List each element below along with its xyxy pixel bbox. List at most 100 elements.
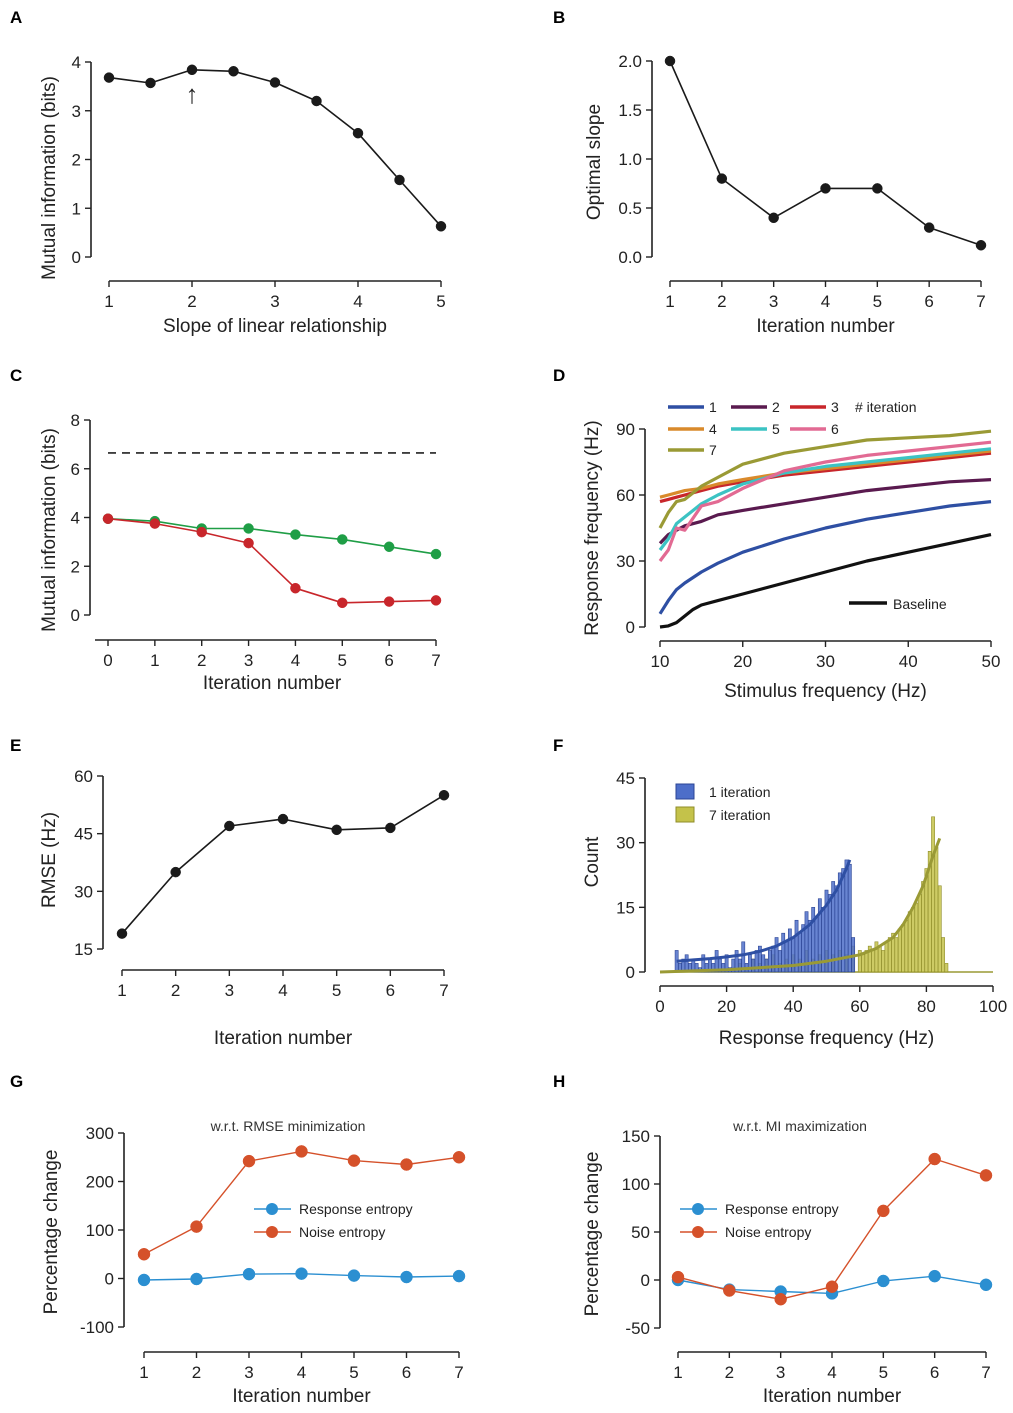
panel-c: 0 1 2 3 4 5 6 7 0 2 4 6 8 Iteration number Mutual info… bbox=[10, 366, 442, 694]
y-tick-label: 0 bbox=[626, 618, 635, 637]
x-tick-label: 4 bbox=[827, 1363, 836, 1382]
data-point bbox=[277, 813, 289, 825]
data-point bbox=[923, 222, 935, 233]
red-series-point bbox=[290, 582, 301, 594]
x-tick-label: 3 bbox=[776, 1363, 785, 1382]
x-tick-label: 20 bbox=[733, 652, 752, 671]
histogram-bar bbox=[941, 937, 945, 973]
y-axis-label: Percentage change bbox=[41, 1150, 62, 1315]
x-axis-label: Iteration number bbox=[203, 673, 342, 694]
response-entropy-series-point bbox=[452, 1269, 466, 1283]
y-tick-label: 4 bbox=[72, 53, 81, 72]
response-entropy-series-point bbox=[137, 1273, 151, 1287]
panel-letter: G bbox=[10, 1072, 23, 1091]
noise-entropy-series-point bbox=[137, 1248, 151, 1261]
series-5-line bbox=[658, 447, 992, 551]
x-tick-label: 6 bbox=[386, 981, 395, 1000]
y-tick-label: 60 bbox=[616, 486, 635, 505]
y-tick-label: 0 bbox=[72, 248, 81, 267]
response-entropy-series-point bbox=[400, 1270, 413, 1284]
histogram-bar bbox=[934, 846, 939, 973]
x-tick-label: 6 bbox=[930, 1363, 939, 1382]
panel-letter: C bbox=[10, 366, 22, 385]
x-axis-label: Stimulus frequency (Hz) bbox=[724, 681, 927, 702]
green-series-point bbox=[337, 534, 348, 545]
response-entropy-series-point bbox=[347, 1269, 361, 1282]
data-point bbox=[103, 72, 115, 83]
x-tick-label: 0 bbox=[655, 997, 664, 1016]
histogram-bar bbox=[877, 945, 882, 973]
data-point bbox=[116, 928, 128, 939]
green-series-point bbox=[243, 523, 254, 534]
y-tick-label: 0 bbox=[71, 606, 80, 625]
x-axis-label: Response frequency (Hz) bbox=[719, 1028, 934, 1049]
histogram-bar bbox=[887, 937, 892, 973]
data-point bbox=[186, 64, 198, 76]
red-series-point bbox=[102, 513, 114, 524]
green-series-line bbox=[107, 517, 437, 555]
y-axis-label: Optimal slope bbox=[584, 104, 605, 220]
noise-entropy-series-point bbox=[671, 1270, 685, 1284]
x-axis-label: Iteration number bbox=[232, 1386, 371, 1407]
legend-label: 4 bbox=[709, 421, 717, 437]
legend-marker bbox=[692, 1226, 704, 1238]
histogram-bar bbox=[751, 958, 756, 973]
legend-label: 7 iteration bbox=[709, 807, 770, 823]
response-entropy-series-point bbox=[928, 1269, 941, 1283]
legend: 1 iteration 7 iteration bbox=[675, 783, 770, 823]
green-series-point bbox=[430, 548, 442, 560]
panel-letter: F bbox=[553, 736, 563, 755]
response-entropy-series-point bbox=[295, 1267, 308, 1280]
histogram-bar bbox=[901, 924, 905, 973]
histogram-bar bbox=[944, 963, 949, 973]
y-tick-label: -50 bbox=[625, 1319, 650, 1338]
legend-label: 3 bbox=[831, 399, 839, 415]
legend-label: Noise entropy bbox=[725, 1224, 811, 1240]
x-tick-label: 4 bbox=[353, 292, 362, 311]
noise-entropy-series-point bbox=[242, 1154, 256, 1168]
panel-d: 10 20 30 40 50 0 30 60 90 Stimulus frequency (Hz)… bbox=[553, 366, 1000, 702]
histogram-bar bbox=[914, 902, 919, 973]
y-tick-label: 100 bbox=[86, 1221, 114, 1240]
x-tick-label: 7 bbox=[454, 1363, 463, 1382]
y-tick-label: 45 bbox=[74, 825, 93, 844]
data-point bbox=[664, 55, 676, 67]
legend-marker bbox=[266, 1226, 278, 1238]
y-tick-label: 0.5 bbox=[618, 199, 642, 218]
histogram-bar bbox=[917, 894, 922, 973]
series-7-line bbox=[658, 429, 992, 529]
y-axis-label: Count bbox=[582, 836, 603, 887]
x-tick-label: 4 bbox=[297, 1363, 306, 1382]
x-tick-label: 40 bbox=[899, 652, 918, 671]
x-tick-label: 30 bbox=[816, 652, 835, 671]
y-tick-label: 2 bbox=[71, 557, 80, 576]
noise-entropy-series-point bbox=[774, 1292, 787, 1306]
x-tick-label: 6 bbox=[924, 292, 933, 311]
histogram-bar bbox=[924, 868, 929, 973]
y-tick-label: 1.5 bbox=[618, 101, 642, 120]
noise-entropy-series-point bbox=[825, 1280, 839, 1293]
panel-f: 0 20 40 60 80 100 0 15 30 45 Response frequency (H… bbox=[553, 736, 1007, 1049]
panel-h: 1 2 3 4 5 6 7 -50 0 50 100 150 Iteration number Perce… bbox=[553, 1072, 993, 1407]
red-series-point bbox=[243, 537, 254, 549]
x-tick-label: 1 bbox=[117, 981, 126, 1000]
panel-letter: D bbox=[553, 366, 565, 385]
panel-a: 1 2 3 4 5 0 1 2 3 4 Slope of linear relationship Mu… bbox=[10, 8, 447, 337]
x-tick-label: 6 bbox=[402, 1363, 411, 1382]
green-series-point bbox=[383, 541, 395, 552]
noise-entropy-series-point bbox=[723, 1284, 736, 1297]
response-entropy-series-point bbox=[877, 1274, 890, 1288]
y-tick-label: 4 bbox=[71, 509, 80, 528]
panel-letter: B bbox=[553, 8, 565, 27]
y-tick-label: 50 bbox=[631, 1223, 650, 1242]
response-entropy-series-point bbox=[979, 1278, 993, 1292]
red-series-point bbox=[149, 518, 161, 529]
y-tick-label: 30 bbox=[616, 834, 635, 853]
red-series-line bbox=[107, 517, 437, 604]
data-point bbox=[145, 77, 156, 89]
histogram-bar bbox=[761, 954, 766, 973]
x-tick-label: 2 bbox=[197, 651, 206, 670]
legend-label: 2 bbox=[772, 399, 780, 415]
y-axis-label: RMSE (Hz) bbox=[39, 812, 60, 908]
x-tick-label: 50 bbox=[982, 652, 1001, 671]
